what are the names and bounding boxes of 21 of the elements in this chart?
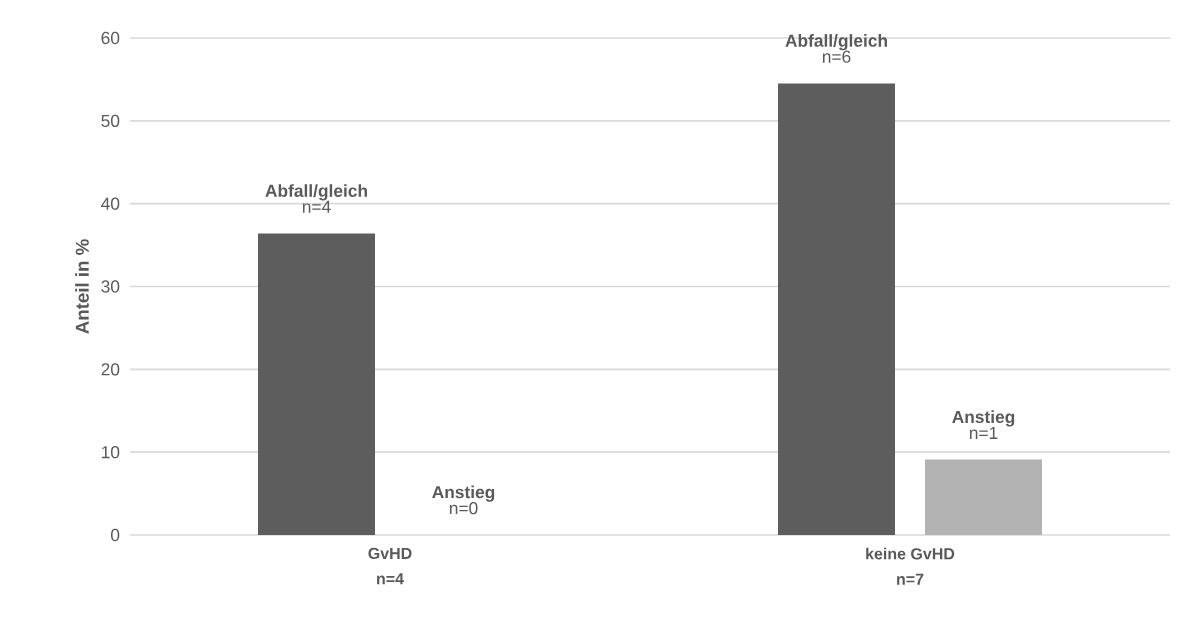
y-tick-label: 10: [102, 446, 120, 459]
annotation: n=0: [449, 502, 478, 515]
y-tick-label: 20: [101, 363, 120, 376]
y-axis-title: Anteil in %: [75, 239, 89, 334]
y-tick-label: 50: [101, 114, 120, 127]
text: Anstieg: [432, 485, 495, 502]
y-tick-label: 30: [101, 280, 120, 293]
annotation: n=6: [822, 50, 851, 63]
annotation: n=1: [969, 426, 998, 439]
text: Abfall/gleich: [785, 34, 887, 51]
series-label: Anstieg: [952, 410, 1015, 427]
y-tick-label: 40: [101, 197, 120, 210]
annotation: n=4: [302, 200, 331, 213]
bar: [925, 459, 1043, 535]
y-tick-label: 0: [110, 528, 120, 542]
x-tick-label: GvHD n=4: [368, 547, 412, 585]
x-tick-label: keine GvHD n=7: [866, 547, 955, 585]
bar: [778, 83, 896, 535]
bar: [258, 233, 376, 535]
series-label: Abfall/gleich: [265, 184, 367, 201]
y-tick-label: 60: [101, 31, 120, 45]
